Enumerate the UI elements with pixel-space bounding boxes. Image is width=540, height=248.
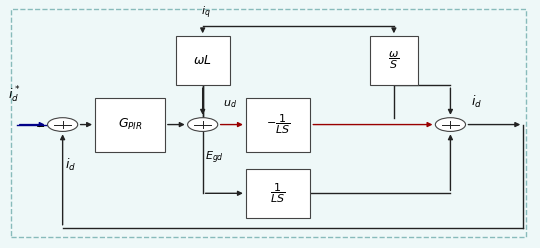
FancyBboxPatch shape bbox=[370, 36, 418, 85]
Text: $\dfrac{1}{LS}$: $\dfrac{1}{LS}$ bbox=[271, 182, 286, 205]
Circle shape bbox=[48, 118, 78, 131]
FancyBboxPatch shape bbox=[246, 169, 310, 218]
Text: $i_d^*$: $i_d^*$ bbox=[8, 85, 21, 105]
FancyBboxPatch shape bbox=[176, 36, 230, 85]
Text: $-$: $-$ bbox=[35, 120, 45, 130]
FancyBboxPatch shape bbox=[95, 97, 165, 152]
Text: $u_d$: $u_d$ bbox=[223, 98, 237, 110]
Circle shape bbox=[435, 118, 465, 131]
Text: $i_d$: $i_d$ bbox=[65, 156, 76, 173]
Text: $i_q$: $i_q$ bbox=[200, 5, 210, 22]
Text: $i_d$: $i_d$ bbox=[471, 94, 482, 110]
Text: $E_{gd}$: $E_{gd}$ bbox=[205, 149, 224, 166]
FancyBboxPatch shape bbox=[11, 9, 526, 238]
Text: $\omega L$: $\omega L$ bbox=[193, 54, 212, 67]
Text: $G_{PIR}$: $G_{PIR}$ bbox=[118, 117, 143, 132]
Text: $-\dfrac{1}{LS}$: $-\dfrac{1}{LS}$ bbox=[266, 113, 291, 136]
FancyBboxPatch shape bbox=[246, 97, 310, 152]
Text: $\dfrac{\omega}{S}$: $\dfrac{\omega}{S}$ bbox=[388, 50, 400, 71]
Circle shape bbox=[187, 118, 218, 131]
